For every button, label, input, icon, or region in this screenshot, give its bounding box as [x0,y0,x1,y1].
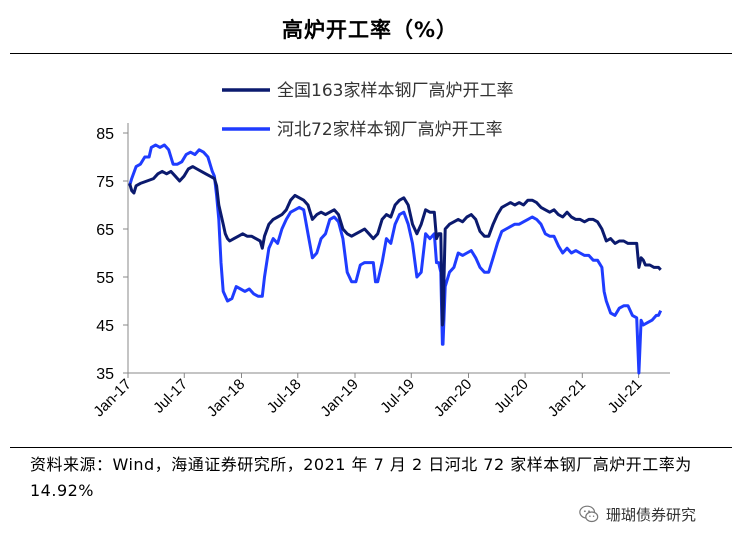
x-tick-label: Jul-21 [605,376,646,417]
watermark: 珊瑚债券研究 [578,503,696,525]
legend-label: 河北72家样本钢厂高炉开工率 [277,120,503,140]
x-tick-label: Jan-21 [545,376,589,420]
series-line-national [128,165,662,327]
y-tick-label: 55 [96,270,114,287]
source-divider [10,447,732,448]
y-tick-label: 35 [96,366,114,383]
y-tick-label: 45 [96,318,114,335]
chart-series [128,143,663,375]
chart-title: 高炉开工率（%） [281,18,459,42]
title-divider [10,53,732,54]
y-tick-label: 85 [96,126,114,143]
watermark-text: 珊瑚债券研究 [606,505,697,524]
wechat-icon [579,505,599,523]
y-tick-label: 75 [96,174,114,191]
x-tick-label: Jul-18 [264,376,305,417]
x-tick-label: Jul-19 [377,376,418,417]
x-tick-label: Jan-20 [431,376,475,420]
x-tick-label: Jul-17 [150,376,191,417]
y-tick-label: 65 [96,222,114,239]
legend-label: 全国163家样本钢厂高炉开工率 [277,81,513,101]
source-note: 资料来源：Wind，海通证券研究所，2021 年 7 月 2 日河北 72 家样… [30,455,692,500]
x-tick-label: Jan-19 [317,376,361,420]
series-line-hebei [128,143,663,375]
x-tick-label: Jul-20 [491,376,532,417]
x-tick-label: Jan-18 [204,376,248,420]
